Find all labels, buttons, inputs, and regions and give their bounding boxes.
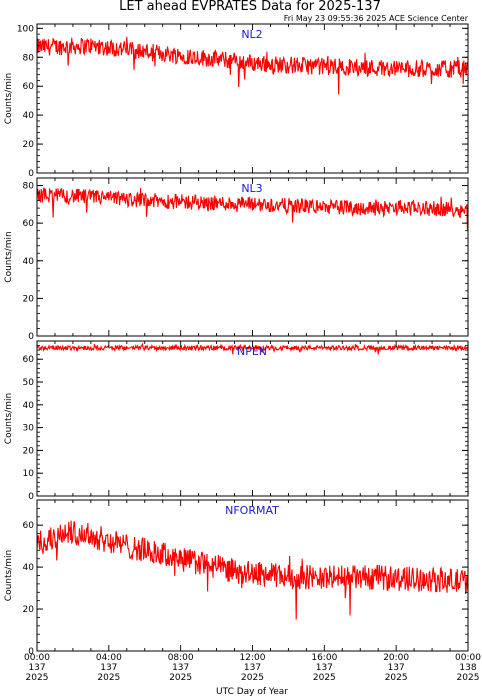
y-tick-label: 60 [23,82,35,92]
x-tick-year: 2025 [26,673,49,683]
x-tick-year: 2025 [313,673,336,683]
x-tick-day: 137 [100,663,117,673]
y-tick-label: 60 [23,355,35,365]
y-axis-label: Counts/min [4,393,14,444]
x-tick-day: 138 [459,663,476,673]
y-tick-label: 100 [17,24,34,34]
panel-nformat: 0 20 40 60 Counts/min NFORMAT [4,499,469,657]
x-tick-time: 00:00 [455,653,481,663]
panel-frame [36,340,469,497]
y-tick-label: 20 [23,446,35,456]
x-tick-time: 00:00 [24,653,50,663]
y-tick-label: 40 [23,257,35,267]
y-tick-label: 60 [23,521,35,531]
panel-npen: 0 10 20 30 40 50 60 Counts/min NPEN [4,340,469,502]
x-tick-time: 04:00 [96,653,122,663]
x-tick-time: 16:00 [311,653,337,663]
y-tick-label: 0 [28,169,34,179]
y-tick-label: 50 [23,378,35,388]
y-tick-label: 20 [23,140,35,150]
panel-label-nformat: NFORMAT [225,504,279,517]
y-axis-label: Counts/min [4,73,14,124]
series-line-nformat [36,520,469,620]
chart-title: LET ahead EVPRATES Data for 2025-137 [119,0,381,14]
y-tick-label: 80 [23,53,35,63]
timestamp-stamp: Fri May 23 09:55:36 2025 ACE Science Cen… [284,14,469,23]
panel-label-npen: NPEN [237,345,267,358]
panel-nl3: 0 20 40 60 80 Counts/min NL3 [4,177,469,342]
x-tick-day: 137 [388,663,405,673]
y-tick-label: 0 [28,492,34,502]
x-tick-year: 2025 [97,673,120,683]
y-axis-label: Counts/min [4,550,14,601]
series-line-nl2 [36,36,469,95]
y-tick-label: 40 [23,111,35,121]
panels-group: 020406080100Counts/minNL2020406080Counts… [4,23,469,657]
x-tick-time: 12:00 [240,653,266,663]
y-tick-label: 20 [23,605,35,615]
panel-frame [36,23,469,174]
x-tick-day: 137 [244,663,261,673]
x-tick-day: 137 [28,663,45,673]
y-tick-label: 80 [23,182,35,192]
y-tick-label: 60 [23,219,35,229]
y-tick-label: 0 [28,332,34,342]
x-tick-year: 2025 [457,673,480,683]
x-tick-year: 2025 [169,673,192,683]
y-tick-label: 20 [23,294,35,304]
x-tick-time: 08:00 [168,653,194,663]
series-line-nl3 [36,187,469,230]
y-tick-label: 0 [28,647,34,657]
y-tick-label: 30 [23,424,35,434]
x-tick-time: 20:00 [383,653,409,663]
x-tick-day: 137 [316,663,333,673]
panel-label-nl2: NL2 [241,28,262,41]
x-tick-day: 137 [172,663,189,673]
panel-nl2: 0 20 40 60 80 100 Counts/min NL2 [4,23,469,179]
x-tick-year: 2025 [385,673,408,683]
x-tick-year: 2025 [241,673,264,683]
series-line-npen [36,342,469,355]
y-axis-label: Counts/min [4,231,14,282]
x-axis-label: UTC Day of Year [216,687,288,697]
y-tick-label: 10 [23,469,35,479]
y-tick-label: 40 [23,563,35,573]
x-axis: 00:00137202504:00137202508:00137202512:0… [24,653,481,683]
panel-label-nl3: NL3 [241,182,262,195]
y-tick-label: 40 [23,401,35,411]
